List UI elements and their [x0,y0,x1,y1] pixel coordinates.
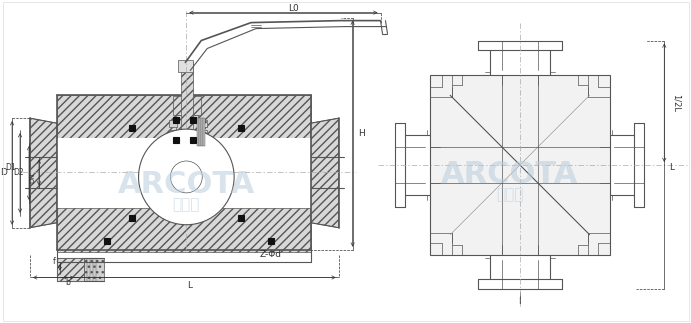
Bar [181,62,193,145]
Text: D1: D1 [6,163,16,172]
Text: D: D [0,169,7,177]
Bar [198,120,207,127]
Bar [199,118,201,146]
Bar [169,140,178,147]
Text: 阀斯塔: 阀斯塔 [496,187,524,202]
Bar [169,120,178,127]
Bar [238,125,244,131]
Bar [169,130,178,137]
Text: D2: D2 [13,169,24,177]
Text: Z-Φd: Z-Φd [260,250,282,259]
Bar [190,117,196,123]
Circle shape [138,129,234,225]
Polygon shape [30,118,57,228]
Text: L0: L0 [288,4,299,13]
Bar [430,75,609,255]
Polygon shape [57,208,311,252]
Bar [203,118,205,146]
Bar [129,125,135,131]
Text: 阀斯塔: 阀斯塔 [173,197,200,212]
Bar [57,138,311,208]
Polygon shape [176,115,198,145]
Bar [84,257,104,281]
Bar [198,130,207,137]
Bar [268,238,274,244]
Bar [129,215,135,221]
Text: l: l [518,297,521,306]
Text: H: H [359,129,366,138]
Text: f: f [53,257,56,266]
Text: ARCOTA: ARCOTA [442,161,578,190]
Bar [104,238,110,244]
Polygon shape [57,95,311,138]
Polygon shape [57,138,87,208]
Text: L: L [187,281,192,290]
Polygon shape [173,96,201,115]
Bar [238,215,244,221]
Circle shape [171,161,202,193]
Bar [178,60,193,72]
Text: L: L [670,163,674,172]
Bar [190,137,196,143]
Text: DN: DN [29,172,35,183]
Polygon shape [311,118,339,228]
Text: b: b [66,278,70,287]
Bar [173,117,180,123]
Bar [198,118,199,146]
Bar [173,137,180,143]
Bar [201,118,202,146]
Bar [57,257,84,281]
Text: ARCOTA: ARCOTA [117,171,255,199]
Bar [198,140,207,147]
Text: 1/2L: 1/2L [672,94,681,112]
